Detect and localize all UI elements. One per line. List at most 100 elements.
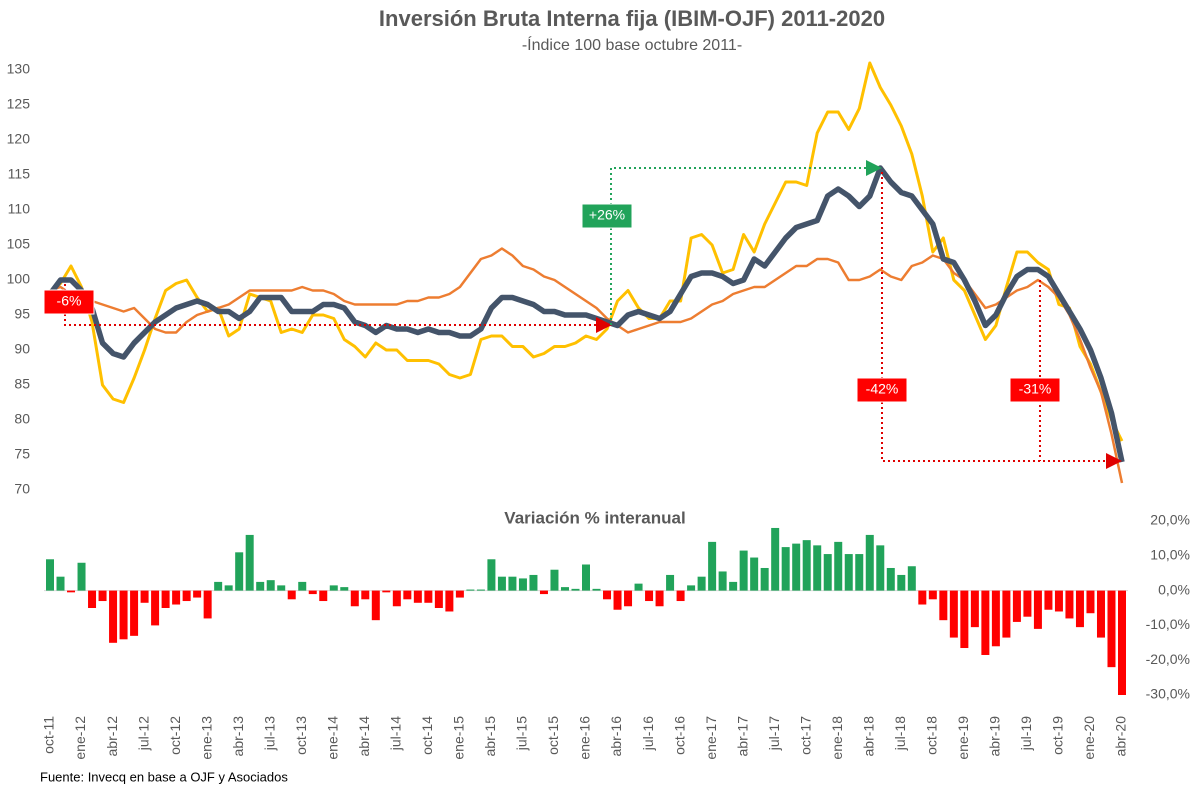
bar — [634, 583, 643, 591]
y-tick-label: 70 — [14, 481, 30, 497]
bar — [1107, 590, 1116, 668]
bar — [1075, 590, 1084, 628]
x-tick-label: ene-15 — [451, 716, 467, 760]
x-tick-label: jul-17 — [766, 716, 782, 751]
y-tick-label: 115 — [8, 166, 31, 182]
bar — [214, 581, 223, 591]
x-tick-label: abr-13 — [230, 716, 246, 757]
chart-title: Inversión Bruta Interna fija (IBIM-OJF) … — [379, 6, 885, 31]
bar — [266, 580, 275, 591]
x-tick-label: oct-19 — [1050, 716, 1066, 755]
y-tick-label: 0,0% — [1158, 581, 1190, 597]
bar — [203, 590, 212, 619]
bar — [1118, 590, 1126, 695]
bar — [518, 578, 527, 591]
bar — [676, 590, 685, 602]
x-tick-label: ene-12 — [72, 716, 88, 760]
x-tick-label: oct-13 — [293, 716, 309, 755]
x-tick-label: oct-15 — [545, 716, 561, 755]
x-tick-label: ene-18 — [829, 716, 845, 760]
y-tick-label: 105 — [7, 236, 31, 252]
annotation-box — [1009, 377, 1061, 403]
x-tick-label: ene-17 — [703, 716, 719, 760]
y-tick-label: 20,0% — [1150, 512, 1190, 528]
bar — [897, 574, 906, 591]
bar — [697, 576, 706, 591]
bar — [455, 590, 464, 598]
bar — [855, 554, 864, 591]
bar — [424, 590, 433, 603]
bar — [928, 590, 937, 600]
bar — [539, 590, 548, 595]
bar — [1086, 590, 1095, 614]
bar — [434, 590, 443, 608]
bar — [161, 590, 170, 608]
bar — [823, 554, 832, 591]
bar — [109, 590, 118, 643]
bar — [834, 541, 843, 591]
line-series — [47, 165, 1125, 463]
x-tick-label: jul-14 — [388, 716, 404, 751]
x-tick-label: oct-16 — [671, 716, 687, 755]
bar — [182, 590, 191, 602]
chart-subtitle: -Índice 100 base octubre 2011- — [522, 35, 742, 54]
bar — [571, 588, 580, 591]
bar — [865, 534, 874, 591]
bar — [886, 567, 895, 591]
bar-chart-title: Variación % interanual — [504, 508, 685, 527]
bar — [960, 590, 969, 649]
bar — [119, 590, 128, 640]
bar — [792, 543, 801, 591]
bar — [350, 590, 359, 607]
y-tick-label: 85 — [14, 376, 30, 392]
x-tick-label: oct-11 — [41, 716, 57, 754]
x-tick-label: jul-19 — [1018, 716, 1034, 751]
bar — [98, 590, 107, 602]
bar — [560, 587, 569, 591]
y-tick-label: -10,0% — [1146, 616, 1190, 632]
bar — [582, 564, 590, 591]
y-tick-label: 110 — [8, 201, 31, 217]
bar — [603, 590, 612, 600]
y-tick-label: 75 — [14, 446, 30, 462]
y-tick-label: 125 — [7, 96, 31, 112]
bar — [739, 550, 748, 591]
bar — [235, 552, 244, 591]
bar — [949, 590, 958, 638]
annotation-label: +26% — [589, 207, 625, 223]
y-tick-label: 95 — [14, 306, 30, 322]
annotation-box — [856, 377, 908, 403]
annotation-label: -6% — [57, 293, 82, 309]
x-tick-label: oct-12 — [167, 716, 183, 755]
guide-line — [610, 160, 882, 325]
bar — [781, 547, 790, 591]
line-series — [49, 247, 1124, 484]
bar — [687, 585, 696, 591]
bar — [67, 590, 76, 593]
bar — [613, 590, 622, 610]
x-tick-label: jul-13 — [261, 716, 277, 751]
source-note: Fuente: Invecq en base a OJF y Asociados — [40, 769, 288, 784]
bar — [760, 567, 769, 591]
bar — [729, 581, 738, 591]
bar — [151, 590, 160, 626]
x-tick-label: oct-17 — [797, 716, 813, 755]
bar — [140, 590, 149, 603]
bar — [56, 576, 65, 591]
bar — [445, 590, 454, 612]
x-tick-label: abr-19 — [987, 716, 1003, 757]
bar — [487, 559, 496, 591]
bar — [666, 574, 675, 591]
y-tick-label: 10,0% — [1150, 547, 1190, 563]
bar — [382, 590, 391, 593]
y-tick-label: 120 — [7, 131, 31, 147]
annotation-label: -42% — [866, 381, 899, 397]
x-tick-label: abr-15 — [482, 716, 498, 757]
bar — [1044, 590, 1053, 610]
bar — [991, 590, 1000, 647]
bar — [750, 557, 759, 591]
bar — [287, 590, 296, 600]
bar — [1096, 590, 1105, 638]
